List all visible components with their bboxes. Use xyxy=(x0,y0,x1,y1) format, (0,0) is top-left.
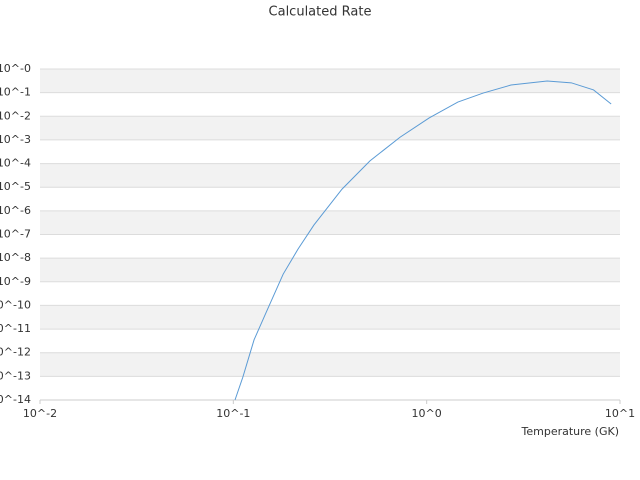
x-axis-label: Temperature (GK) xyxy=(521,425,620,438)
y-tick-label: 10^-7 xyxy=(0,228,31,241)
y-tick-label: 10^-10 xyxy=(0,298,31,311)
y-tick-label: 10^-11 xyxy=(0,322,31,335)
y-tick-label: 10^-0 xyxy=(0,62,31,75)
y-tick-label: 10^-8 xyxy=(0,251,31,264)
grid-band xyxy=(40,258,620,282)
x-tick-label: 10^-2 xyxy=(23,407,57,420)
grid-band xyxy=(40,69,620,93)
y-tick-label: 10^-14 xyxy=(0,393,31,406)
grid-band xyxy=(40,305,620,330)
x-tick-label: 10^-1 xyxy=(216,407,250,420)
y-tick-label: 10^-5 xyxy=(0,180,31,193)
grid-band xyxy=(40,116,620,140)
y-tick-label: 10^-2 xyxy=(0,109,31,122)
grid-band xyxy=(40,352,620,377)
grid-band xyxy=(40,163,620,188)
y-tick-label: 10^-4 xyxy=(0,157,31,170)
y-tick-label: 10^-12 xyxy=(0,346,31,359)
series-line xyxy=(234,80,612,401)
grid-band xyxy=(40,210,620,235)
y-tick-label: 10^-3 xyxy=(0,133,31,146)
y-tick-label: 10^-1 xyxy=(0,86,31,99)
x-tick-label: 10^1 xyxy=(605,407,635,420)
y-tick-label: 10^-13 xyxy=(0,369,31,382)
y-tick-label: 10^-6 xyxy=(0,204,31,217)
y-tick-label: 10^-9 xyxy=(0,275,31,288)
x-tick-label: 10^0 xyxy=(412,407,442,420)
chart-title: Calculated Rate xyxy=(269,5,372,20)
